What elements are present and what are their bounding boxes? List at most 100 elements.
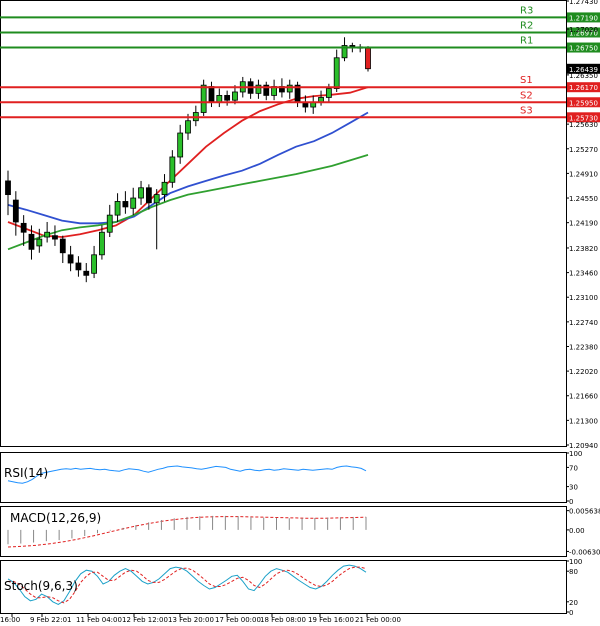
candle-body bbox=[138, 187, 144, 199]
time-tick-label: 17 Feb 00:00 bbox=[215, 616, 261, 624]
current-price-box bbox=[567, 63, 600, 74]
candle-body bbox=[83, 270, 90, 276]
level-price-label: 1.26970 bbox=[569, 29, 598, 37]
level-name-r2: R2 bbox=[520, 20, 533, 31]
rsi-label: RSI(14) bbox=[4, 466, 48, 480]
macd-tick-label: 0.005638 bbox=[569, 508, 600, 516]
price-tick-label: 1.22740 bbox=[569, 319, 598, 327]
price-tick-label: 1.22380 bbox=[569, 343, 598, 351]
level-price-box bbox=[567, 82, 600, 93]
ma-red-line bbox=[7, 86, 369, 238]
panel-border-2 bbox=[0, 506, 567, 557]
panel-border-0 bbox=[0, 0, 567, 447]
level-name-r1: R1 bbox=[520, 36, 533, 47]
candle-body bbox=[28, 233, 35, 250]
candle-body bbox=[153, 194, 160, 204]
stoch-tick-label: 100 bbox=[569, 558, 582, 566]
candle-body bbox=[224, 95, 231, 101]
ma-blue-line bbox=[7, 111, 369, 225]
candle-body bbox=[122, 201, 129, 208]
candle-body bbox=[341, 45, 348, 59]
price-tick-label: 1.24190 bbox=[569, 220, 598, 228]
level-price-label: 1.25730 bbox=[569, 114, 598, 122]
level-price-box bbox=[567, 12, 600, 23]
candle-body bbox=[75, 262, 82, 271]
price-tick-label: 1.23100 bbox=[569, 294, 598, 302]
time-tick-label: 11 Feb 04:00 bbox=[76, 616, 122, 624]
macd-tick-label: -0.006302 bbox=[569, 548, 600, 556]
level-name-s1: S1 bbox=[520, 75, 533, 86]
level-price-label: 1.26170 bbox=[569, 84, 598, 92]
level-name-s3: S3 bbox=[520, 105, 533, 116]
candle-body bbox=[365, 47, 371, 70]
candle-body bbox=[20, 222, 27, 233]
time-tick-label: 13 Feb 20:00 bbox=[168, 616, 214, 624]
candle-body bbox=[333, 57, 340, 89]
stoch-tick-label: 20 bbox=[569, 599, 578, 607]
price-tick-label: 1.21660 bbox=[569, 393, 598, 401]
level-price-box bbox=[567, 27, 600, 38]
price-tick-label: 1.24910 bbox=[569, 170, 598, 178]
time-tick-label: 21 Feb 00:00 bbox=[355, 616, 401, 624]
stoch-main-line bbox=[7, 564, 367, 605]
stoch-label: Stoch(9,6,3) bbox=[4, 579, 78, 593]
candle-body bbox=[169, 156, 176, 183]
price-tick-label: 1.26350 bbox=[569, 72, 598, 80]
level-name-s2: S2 bbox=[520, 90, 533, 101]
price-tick-label: 1.25270 bbox=[569, 146, 598, 154]
macd-tick-label: 0.00 bbox=[569, 527, 585, 535]
price-tick-label: 1.24550 bbox=[569, 195, 598, 203]
time-tick-label: 9 Feb 22:01 bbox=[30, 616, 71, 624]
macd-panel: 0.005638 0.00 -0.006302 MACD(12,26,9) bbox=[7, 508, 600, 556]
level-price-label: 1.27190 bbox=[569, 14, 598, 22]
candle-body bbox=[36, 238, 43, 247]
ma-green-line bbox=[7, 154, 369, 251]
time-tick-label: 16:00 bbox=[0, 616, 20, 624]
price-tick-label: 1.25630 bbox=[569, 121, 598, 129]
price-tick-label: 1.27020 bbox=[569, 26, 598, 34]
candle-body bbox=[263, 84, 270, 96]
candle-body bbox=[185, 120, 191, 134]
price-tick-label: 1.20940 bbox=[569, 442, 598, 450]
candle-body bbox=[99, 231, 105, 256]
stoch-signal-line bbox=[8, 566, 367, 604]
price-tick-label: 1.23460 bbox=[569, 270, 598, 278]
level-price-label: 1.25950 bbox=[569, 99, 598, 107]
rsi-tick-label: 100 bbox=[569, 450, 582, 458]
level-name-r3: R3 bbox=[520, 5, 533, 16]
price-panel: R3 1.27190 R2 1.26970 R1 1.26750 S1 1.26170 S2 1.… bbox=[0, 0, 600, 450]
time-tick-label: 19 Feb 16:00 bbox=[308, 616, 354, 624]
panel-frames bbox=[0, 0, 567, 614]
candles bbox=[5, 37, 371, 283]
stoch-panel: 100 80 20 0 Stoch(9,6,3) bbox=[4, 558, 582, 617]
moving-averages bbox=[7, 86, 369, 251]
candle-body bbox=[161, 181, 168, 196]
candle-body bbox=[255, 84, 262, 94]
candle-body bbox=[44, 231, 51, 238]
time-axis: 16:00 9 Feb 22:01 11 Feb 04:00 12 Feb 12:00… bbox=[0, 613, 401, 624]
stoch-tick-label: 80 bbox=[569, 568, 578, 576]
candle-body bbox=[145, 187, 152, 204]
rsi-tick-label: 0 bbox=[569, 498, 573, 506]
level-price-box bbox=[567, 42, 600, 53]
pivot-levels: R3 1.27190 R2 1.26970 R1 1.26750 S1 1.26170 S2 1.… bbox=[0, 5, 600, 123]
time-tick-label: 18 Feb 08:00 bbox=[260, 616, 306, 624]
candle-body bbox=[208, 86, 215, 103]
candle-body bbox=[114, 201, 121, 216]
price-tick-label: 1.22020 bbox=[569, 368, 598, 376]
candle-body bbox=[5, 180, 11, 196]
price-tick-label: 1.27430 bbox=[569, 0, 598, 6]
candle-body bbox=[200, 84, 207, 113]
rsi-tick-label: 70 bbox=[569, 464, 578, 472]
price-tick-label: 1.23820 bbox=[569, 245, 598, 253]
candle-body bbox=[130, 197, 137, 209]
macd-label: MACD(12,26,9) bbox=[10, 511, 101, 525]
time-tick-label: 12 Feb 12:00 bbox=[122, 616, 168, 624]
candle-body bbox=[106, 214, 113, 233]
candle-body bbox=[59, 238, 66, 254]
candle-body bbox=[12, 199, 19, 223]
price-tick-label: 1.21300 bbox=[569, 417, 598, 425]
stoch-tick-label: 0 bbox=[569, 609, 573, 617]
